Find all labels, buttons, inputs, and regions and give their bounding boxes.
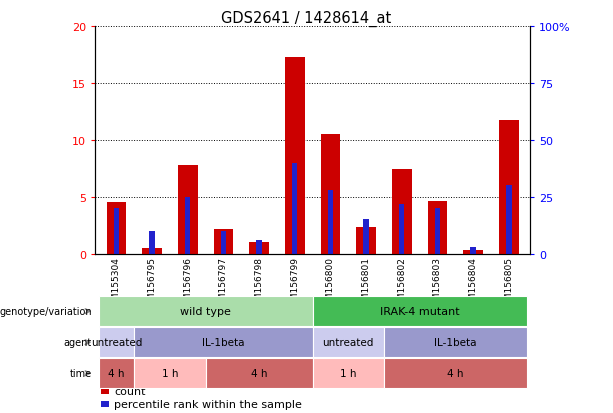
Text: 1 h: 1 h bbox=[340, 368, 357, 378]
Text: IRAK-4 mutant: IRAK-4 mutant bbox=[380, 306, 460, 316]
Bar bbox=[214, 229, 234, 254]
Bar bbox=[256, 240, 262, 254]
Bar bbox=[392, 170, 411, 254]
Bar bbox=[292, 163, 297, 254]
Text: percentile rank within the sample: percentile rank within the sample bbox=[114, 399, 302, 409]
Bar bbox=[249, 243, 269, 254]
Text: wild type: wild type bbox=[180, 306, 231, 316]
Text: agent: agent bbox=[64, 337, 92, 347]
Text: 4 h: 4 h bbox=[447, 368, 463, 378]
Bar bbox=[150, 231, 154, 254]
Bar bbox=[107, 203, 126, 254]
Bar bbox=[178, 165, 197, 254]
Bar bbox=[114, 209, 119, 254]
Bar bbox=[463, 251, 483, 254]
Text: 1 h: 1 h bbox=[162, 368, 178, 378]
Bar bbox=[399, 204, 405, 254]
Bar bbox=[285, 57, 305, 254]
Text: GDS2641 / 1428614_at: GDS2641 / 1428614_at bbox=[221, 10, 392, 26]
Bar bbox=[328, 190, 333, 254]
Bar bbox=[142, 248, 162, 254]
Text: 4 h: 4 h bbox=[251, 368, 267, 378]
Text: time: time bbox=[70, 368, 92, 378]
Bar bbox=[428, 202, 447, 254]
Bar bbox=[506, 186, 511, 254]
Text: untreated: untreated bbox=[322, 337, 374, 347]
Text: genotype/variation: genotype/variation bbox=[0, 306, 92, 316]
Bar bbox=[321, 135, 340, 254]
Text: untreated: untreated bbox=[91, 337, 142, 347]
Bar bbox=[471, 247, 476, 254]
Text: IL-1beta: IL-1beta bbox=[202, 337, 245, 347]
Text: count: count bbox=[114, 387, 145, 396]
Bar bbox=[499, 121, 519, 254]
Text: 4 h: 4 h bbox=[108, 368, 124, 378]
Bar bbox=[221, 231, 226, 254]
Bar bbox=[185, 197, 191, 254]
Bar bbox=[356, 228, 376, 254]
Bar bbox=[364, 220, 369, 254]
Bar bbox=[435, 209, 440, 254]
Text: IL-1beta: IL-1beta bbox=[434, 337, 476, 347]
